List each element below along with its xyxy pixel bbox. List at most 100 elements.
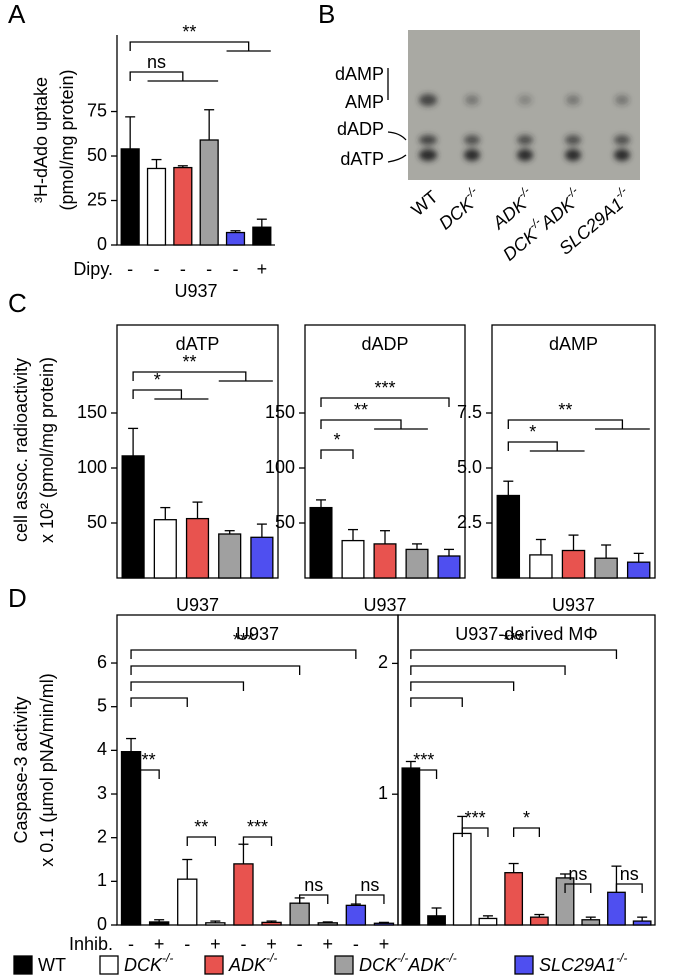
chart-title: dATP	[176, 334, 220, 354]
y-tick-label: 7.5	[457, 402, 482, 422]
bar	[199, 139, 219, 246]
chart-title: U937-derived MΦ	[455, 624, 597, 644]
y-tick-label: 3	[97, 783, 107, 803]
band-label: dADP	[337, 119, 384, 139]
significance-label: ns	[620, 864, 639, 884]
x-category-label: +	[257, 259, 268, 279]
panel-label: D	[8, 583, 27, 613]
significance-bracket	[513, 827, 540, 837]
label-part: DCK	[359, 955, 398, 975]
lane-label: DCK-/-	[433, 184, 486, 234]
y-tick-label: 150	[265, 402, 295, 422]
significance-bracket	[410, 681, 515, 691]
bar	[478, 917, 498, 926]
y-axis-label: cell assoc. radioactivity	[11, 358, 31, 542]
significance-label: ns	[147, 52, 166, 72]
significance-label: ns	[304, 875, 323, 895]
bar	[401, 767, 421, 926]
significance-bracket	[132, 371, 273, 382]
significance-label: ns	[568, 864, 587, 884]
bar	[555, 877, 575, 926]
significance-label: ***	[465, 808, 486, 828]
gel-image	[387, 30, 640, 180]
y-tick-label: 100	[77, 457, 107, 477]
significance-label: ***	[247, 817, 268, 837]
legend-swatch	[99, 955, 119, 975]
x-category-label: -	[297, 934, 303, 954]
bar	[225, 231, 246, 246]
significance-bracket	[410, 649, 618, 659]
x-category-label: +	[322, 934, 333, 954]
significance-label: **	[354, 400, 368, 420]
y-tick-label: 1	[378, 783, 388, 803]
bar	[405, 548, 429, 579]
x-category-label: -	[206, 259, 212, 279]
x-category-label: +	[210, 934, 221, 954]
x-category-label: -	[180, 259, 186, 279]
bar	[373, 543, 397, 579]
significance-label: ***	[135, 750, 156, 770]
significance-bracket	[130, 769, 160, 779]
bar	[121, 455, 145, 579]
bar	[252, 226, 272, 246]
y-tick-label: 1	[97, 870, 107, 890]
legend-label: DCK-/-	[124, 951, 173, 975]
bar	[177, 878, 198, 926]
bar	[205, 922, 226, 926]
bar	[233, 863, 254, 926]
significance-bracket	[410, 769, 438, 779]
significance-label: *	[154, 370, 161, 390]
axis-line	[116, 35, 275, 246]
x-category-label: +	[154, 934, 165, 954]
bar	[504, 872, 524, 926]
y-axis-label: (pmol/mg protein)	[57, 69, 77, 210]
significance-label: **	[558, 400, 572, 420]
bar	[427, 915, 446, 926]
significance-bracket	[410, 665, 566, 675]
label-part: ADK	[407, 955, 446, 975]
bar	[173, 166, 193, 246]
y-tick-label: 4	[97, 739, 107, 759]
y-tick-label: 50	[87, 512, 107, 532]
bar	[529, 916, 549, 926]
x-axis-label: U937	[552, 595, 595, 615]
significance-bracket	[320, 397, 450, 407]
legend-swatch	[514, 955, 534, 975]
chart-title: dAMP	[549, 334, 598, 354]
significance-bracket	[132, 389, 209, 400]
bar	[496, 494, 521, 579]
legend-swatch	[13, 955, 33, 975]
bar	[594, 557, 618, 579]
label-part: -/-	[266, 951, 277, 965]
significance-bracket	[186, 836, 216, 846]
label-part: -/-	[397, 951, 408, 965]
y-tick-label: 0	[97, 914, 107, 934]
significance-label: *	[333, 430, 340, 450]
significance-label: ***	[503, 630, 524, 650]
x-category-label: +	[266, 934, 277, 954]
x-axis-label: U937	[174, 281, 217, 301]
x-category-label: -	[353, 934, 359, 954]
bar	[373, 922, 395, 926]
significance-bracket	[129, 71, 219, 82]
bar	[452, 832, 472, 926]
significance-label: ***	[413, 750, 434, 770]
significance-bracket	[410, 697, 463, 707]
legend-swatch	[204, 955, 224, 975]
label-part: WT	[38, 955, 66, 975]
panel-label: A	[8, 0, 26, 29]
label-part: SLC29A1	[539, 955, 616, 975]
x-axis-label: U937	[363, 595, 406, 615]
label-part: ADK	[228, 955, 267, 975]
bar	[120, 751, 142, 926]
significance-label: *	[529, 422, 536, 442]
significance-bracket	[320, 449, 354, 459]
row-label: Dipy.	[73, 259, 113, 279]
significance-bracket	[355, 894, 385, 904]
y-tick-label: 5.0	[457, 457, 482, 477]
label-part: -/-	[162, 951, 173, 965]
significance-bracket	[130, 665, 301, 675]
legend-label: DCK-/-ADK-/-	[359, 951, 457, 975]
band-label: dAMP	[335, 64, 384, 84]
significance-bracket	[507, 441, 585, 452]
